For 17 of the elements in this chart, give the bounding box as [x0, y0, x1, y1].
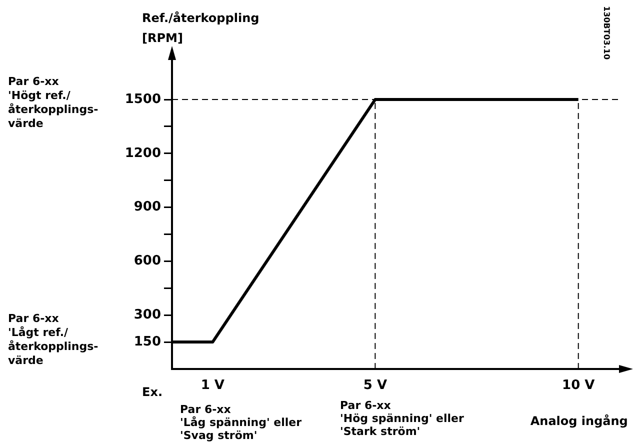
y-tick-label: 1500 [124, 92, 161, 107]
y-tick-label: 900 [134, 200, 161, 215]
x-tick-label: 5 V [363, 378, 387, 394]
y-tick-label: 1200 [124, 146, 161, 161]
y-tick-label: 600 [134, 254, 161, 269]
x-axis-title: Analog ingång [530, 414, 628, 428]
y-axis-title: Ref./återkoppling [RPM] [142, 11, 260, 45]
text: Par 6-xx 'Lågt ref./ återkopplings- värde [8, 312, 98, 367]
y-tick-label: 300 [134, 307, 161, 322]
text: Par 6-xx 'Låg spänning' eller 'Svag ström' [180, 403, 302, 442]
x-tick-label: 10 V [562, 378, 595, 394]
y-tick-label: 150 [134, 334, 161, 350]
text: 130BT03.10 [602, 6, 611, 60]
text: Ex. [142, 385, 162, 399]
text: Par 6-xx 'Hög spänning' eller 'Stark ström' [340, 399, 464, 438]
x-tick-label: 1 V [200, 378, 224, 394]
text: Par 6-xx 'Högt ref./ återkopplings- värde [8, 75, 98, 130]
